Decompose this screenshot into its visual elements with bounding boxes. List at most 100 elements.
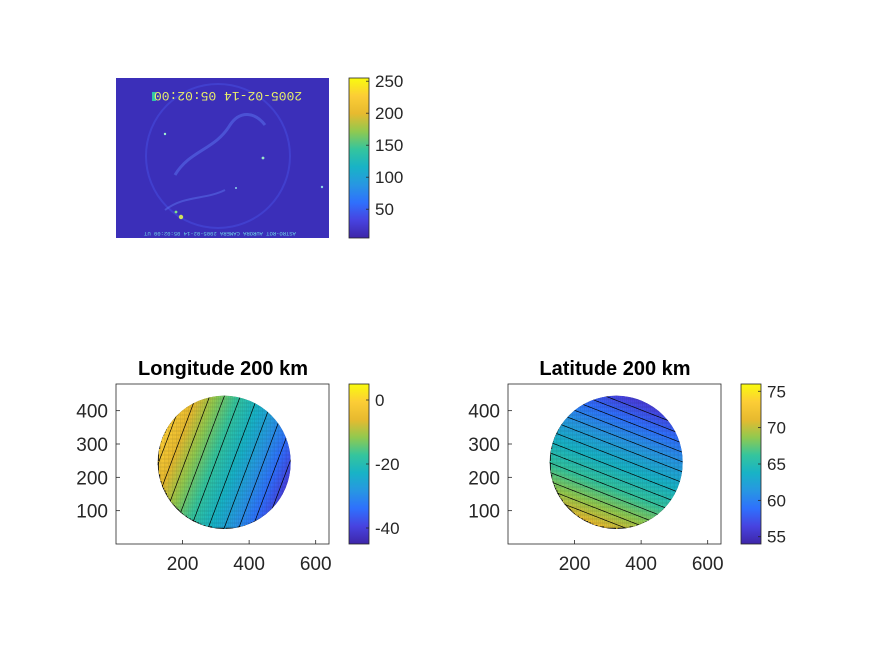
bright-spot xyxy=(178,214,184,220)
field-cell xyxy=(236,475,238,478)
field-cell xyxy=(205,435,207,438)
field-cell xyxy=(212,436,214,439)
field-cell xyxy=(178,420,181,423)
field-cell xyxy=(190,411,193,414)
field-cell xyxy=(169,426,171,428)
field-cell xyxy=(181,412,183,415)
field-cell xyxy=(234,456,237,459)
field-cell xyxy=(218,423,221,426)
field-cell xyxy=(222,496,225,499)
field-cell xyxy=(202,442,205,444)
field-cell xyxy=(201,418,203,420)
field-cell xyxy=(185,443,187,446)
field-cell xyxy=(224,504,226,507)
field-cell xyxy=(212,406,214,408)
field-cell xyxy=(230,442,233,444)
field-cell xyxy=(218,446,221,448)
field-cell xyxy=(208,499,210,502)
field-cell xyxy=(210,524,213,527)
field-cell xyxy=(229,510,231,512)
field-cell xyxy=(181,471,183,474)
field-cell xyxy=(225,467,227,470)
field-cell xyxy=(180,439,182,442)
field-cell xyxy=(234,462,237,464)
field-cell xyxy=(214,491,217,494)
field-cell xyxy=(173,456,175,459)
field-cell xyxy=(233,422,235,424)
field-cell xyxy=(165,486,167,488)
field-cell xyxy=(193,502,195,504)
bright-spot xyxy=(174,210,178,214)
field-cell xyxy=(189,423,191,426)
field-cell xyxy=(222,495,225,498)
field-cell xyxy=(218,416,221,419)
field-cell xyxy=(206,420,209,423)
field-cell xyxy=(198,475,201,478)
field-cell xyxy=(221,496,223,499)
field-cell xyxy=(225,511,227,514)
field-cell xyxy=(197,418,199,420)
field-cell xyxy=(176,472,178,475)
field-cell xyxy=(186,450,189,452)
field-cell xyxy=(201,460,203,463)
field-cell xyxy=(222,400,225,403)
field-cell xyxy=(209,524,211,527)
field-cell xyxy=(173,459,175,462)
field-cell xyxy=(217,447,219,450)
field-cell xyxy=(226,458,229,460)
field-cell xyxy=(200,506,202,508)
field-cell xyxy=(170,498,173,500)
field-cell xyxy=(181,451,183,454)
field-cell xyxy=(190,451,193,454)
field-cell xyxy=(217,514,219,516)
field-cell xyxy=(192,456,194,459)
field-cell xyxy=(170,435,173,438)
field-cell xyxy=(217,462,219,464)
field-cell xyxy=(234,459,237,462)
field-cell xyxy=(228,411,230,414)
field-cell xyxy=(176,475,178,478)
field-cell xyxy=(200,520,202,523)
field-cell xyxy=(178,470,181,472)
field-cell xyxy=(180,498,182,500)
field-cell xyxy=(197,466,199,468)
field-cell xyxy=(168,491,170,494)
field-cell xyxy=(234,470,237,472)
colorbar-tick-label: 150 xyxy=(375,136,403,155)
field-cell xyxy=(194,404,197,407)
field-cell xyxy=(194,414,197,416)
field-cell xyxy=(218,426,221,428)
field-cell xyxy=(217,498,219,500)
field-cell xyxy=(172,448,174,451)
field-cell xyxy=(196,454,198,456)
field-cell xyxy=(229,446,231,448)
field-cell xyxy=(177,435,179,438)
field-cell xyxy=(210,411,213,414)
field-cell xyxy=(202,404,205,407)
field-cell xyxy=(232,514,234,516)
field-cell xyxy=(224,500,226,503)
field-cell xyxy=(226,443,229,446)
field-cell xyxy=(173,474,175,476)
field-cell xyxy=(201,448,203,451)
field-cell xyxy=(164,480,166,483)
field-cell xyxy=(229,424,231,427)
field-cell xyxy=(180,438,182,440)
field-cell xyxy=(165,455,167,458)
field-cell xyxy=(188,495,190,498)
field-cell xyxy=(225,460,227,463)
field-cell xyxy=(181,498,183,500)
field-cell xyxy=(205,492,207,495)
field-cell xyxy=(226,406,229,408)
field-cell xyxy=(225,468,227,471)
field-cell xyxy=(193,510,195,512)
field-cell xyxy=(193,470,195,472)
field-cell xyxy=(202,422,205,424)
field-cell xyxy=(186,511,189,514)
field-cell xyxy=(220,474,222,476)
field-cell xyxy=(229,414,231,416)
field-cell xyxy=(232,518,234,520)
field-cell xyxy=(174,460,177,463)
field-cell xyxy=(210,442,213,444)
field-cell xyxy=(208,508,210,511)
